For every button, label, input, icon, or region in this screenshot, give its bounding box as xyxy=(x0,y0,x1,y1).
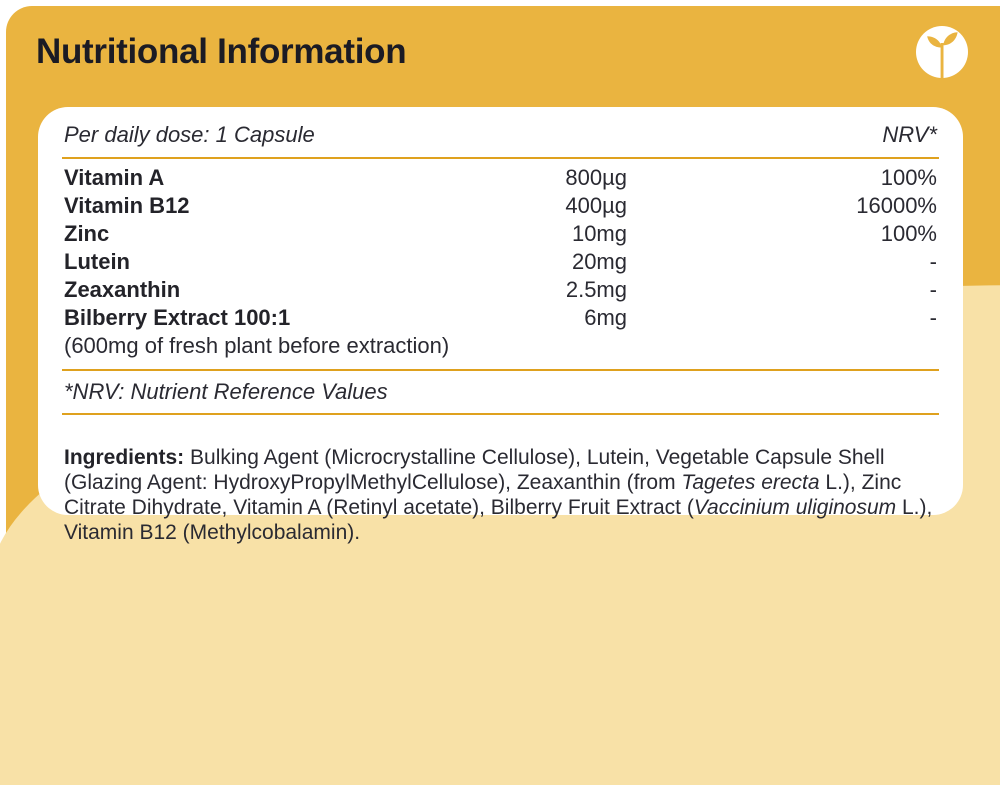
nutrient-note: (600mg of fresh plant before extraction) xyxy=(64,333,450,358)
ingredients-paragraph: Ingredients: Bulking Agent (Microcrystal… xyxy=(38,436,963,545)
divider xyxy=(62,369,939,371)
nutrient-nrv: - xyxy=(929,305,937,330)
nutrient-amount: 400µg xyxy=(565,193,627,218)
nutrient-name: Bilberry Extract 100:1 xyxy=(64,305,291,330)
ingredients-text: Bulking Agent (Microcrystalline Cellulos… xyxy=(64,446,933,544)
nutrient-nrv: 100% xyxy=(880,221,937,246)
divider xyxy=(62,413,939,415)
nrv-footnote: *NRV: Nutrient Reference Values xyxy=(64,379,388,404)
nutrient-name: Vitamin B12 xyxy=(64,193,190,218)
daily-dose-label: Per daily dose: 1 Capsule xyxy=(64,122,315,147)
nutrient-nrv: - xyxy=(929,277,937,302)
divider xyxy=(62,157,939,159)
ingredients-label: Ingredients: xyxy=(64,446,185,469)
nutrition-panel: Per daily dose: 1 Capsule NRV* Vitamin A… xyxy=(38,107,963,544)
nutrient-nrv: - xyxy=(929,249,937,274)
nutrient-table-row: Lutein 20mg - xyxy=(64,248,937,276)
nutrient-table-row: Vitamin B12 400µg 16000% xyxy=(64,192,937,220)
nutrient-name: Lutein xyxy=(64,249,130,274)
nutrient-table-row: Vitamin A 800µg 100% xyxy=(64,164,937,192)
nutrient-table-row: Zeaxanthin 2.5mg - xyxy=(64,276,937,304)
nutrient-table-row: Zinc 10mg 100% xyxy=(64,220,937,248)
nutrient-name: Zinc xyxy=(64,221,110,246)
nutrient-amount: 6mg xyxy=(584,305,627,330)
nrv-column-header: NRV* xyxy=(882,122,937,147)
panel-header: Per daily dose: 1 Capsule NRV* xyxy=(38,107,963,157)
nutrient-amount: 20mg xyxy=(571,249,627,274)
nutrient-amount: 800µg xyxy=(565,165,627,190)
nutrient-rows: Vitamin A 800µg 100% Vitamin B12 400µg 1… xyxy=(38,159,963,369)
nutrient-table-row: Bilberry Extract 100:1 6mg - xyxy=(64,304,937,332)
page-title: Nutritional Information xyxy=(36,32,407,71)
nutrient-amount: 10mg xyxy=(571,221,627,246)
sprout-logo-icon xyxy=(916,26,968,78)
nutrient-name: Zeaxanthin xyxy=(64,277,181,302)
nutrient-amount: 2.5mg xyxy=(565,277,627,302)
nutrient-name: Vitamin A xyxy=(64,165,165,190)
nutrient-nrv: 100% xyxy=(880,165,937,190)
nutrient-nrv: 16000% xyxy=(856,193,937,218)
